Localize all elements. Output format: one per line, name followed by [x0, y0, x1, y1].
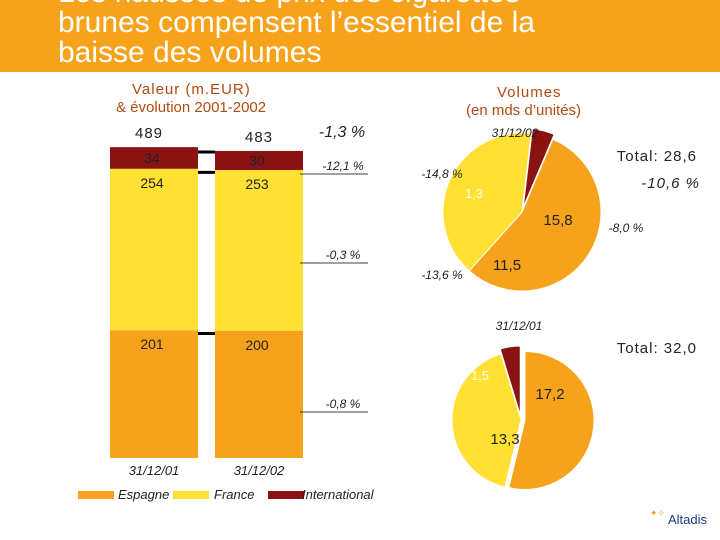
volume-header: Volumes [497, 84, 562, 101]
pie2-total-change: -10,6 % [641, 175, 700, 192]
pie2-date-label: 31/12/02 [492, 126, 539, 140]
pie2-total-label: Total: 28,6 [617, 148, 697, 165]
altadis-logo-icon: ✦✧ [650, 508, 666, 518]
bar-international-1 [110, 147, 198, 169]
title-band: Les hausses de prix des cigarettes brune… [0, 0, 720, 72]
legend-label-espagne: Espagne [118, 487, 170, 502]
bar-value-label: 200 [245, 337, 269, 353]
legend-label-france: France [214, 487, 255, 502]
title-line-2: brunes compensent l’essentiel de la [58, 6, 535, 39]
legend-swatch-international [268, 491, 304, 499]
bar-international-2 [215, 150, 303, 171]
bar-total-change: -1,3 % [319, 124, 365, 141]
pie1-value-france: 13,3 [490, 431, 519, 448]
bar-category-label: 31/12/01 [129, 463, 180, 478]
pie1-value-espagne: 17,2 [535, 386, 564, 403]
pie2-change-france: -13,6 % [421, 268, 463, 282]
bar-change-label: -0,8 % [326, 397, 361, 411]
pie2-value-international: 1,3 [465, 186, 483, 201]
pie1-value-international: 1,5 [471, 368, 489, 383]
altadis-logo-text: Altadis [668, 512, 708, 527]
pie1-slice-international [499, 345, 521, 416]
bar-espagne-1 [110, 330, 198, 458]
bar-total-label: 489 [135, 125, 163, 142]
pie2-slice-france [442, 132, 532, 272]
legend-swatch-france [173, 491, 209, 499]
pie2-slice-espagne [468, 138, 602, 292]
bar-value-label: 30 [249, 152, 265, 168]
bar-category-label: 31/12/02 [234, 463, 285, 478]
bar-value-label: 34 [144, 150, 160, 166]
value-subheader: & évolution 2001-2002 [116, 99, 267, 116]
page-title: Les hausses de prix des cigarettes brune… [58, 0, 718, 68]
bar-france-1 [110, 168, 198, 331]
volume-subheader: (en mds d’unités) [466, 102, 582, 119]
bar-total-label: 483 [245, 129, 273, 146]
bar-value-label: 253 [245, 176, 269, 192]
title-line-1: Les hausses de prix des cigarettes [58, 0, 718, 8]
pie1-total-label: Total: 32,0 [617, 340, 697, 357]
pie2-value-france: 11,5 [493, 257, 521, 274]
pie1-date-label: 31/12/01 [496, 319, 543, 333]
bar-change-label: -0,3 % [326, 248, 361, 262]
value-header: Valeur (m.EUR) [132, 81, 251, 98]
pie2-change-international: -14,8 % [421, 167, 463, 181]
bar-france-2 [215, 170, 303, 331]
pie2-change-espagne: -8,0 % [609, 221, 644, 235]
legend-swatch-espagne [78, 491, 114, 499]
bar-change-label: -12,1 % [322, 159, 364, 173]
bar-value-label: 254 [140, 175, 164, 191]
bar-espagne-2 [215, 330, 303, 458]
bar-value-label: 201 [140, 336, 164, 352]
pie2-slice-international [522, 128, 555, 208]
pie1-slice-france [451, 353, 522, 488]
pie1-slice-espagne [508, 350, 595, 490]
legend-label-international: International [302, 487, 374, 502]
pie2-value-espagne: 15,8 [543, 212, 572, 229]
title-line-3: baisse des volumes [58, 36, 322, 69]
